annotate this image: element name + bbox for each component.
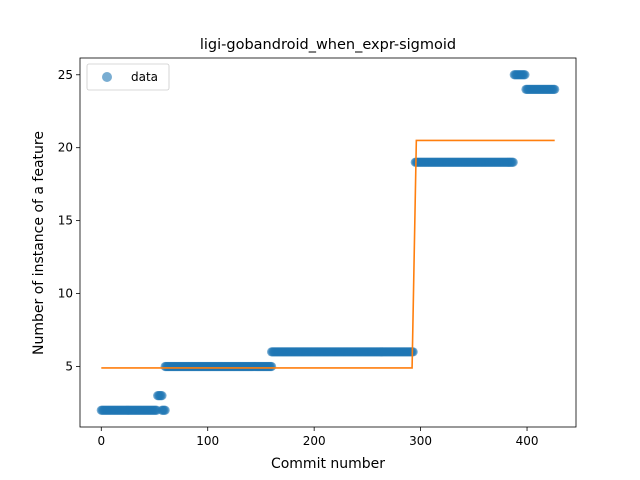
y-axis-ticks: 5 10 15 20 25 xyxy=(58,68,80,373)
x-axis-ticks: 0 100 200 300 400 xyxy=(97,427,538,448)
plot-area xyxy=(96,70,560,415)
fit-layer xyxy=(101,139,555,369)
x-tick-label: 200 xyxy=(303,434,326,448)
axes-frame xyxy=(79,57,577,428)
data-point xyxy=(266,361,277,372)
x-axis-label: Commit number xyxy=(271,456,385,472)
data-point xyxy=(520,70,530,80)
legend-label-data: data xyxy=(131,70,158,84)
data-point xyxy=(157,391,167,401)
legend: data xyxy=(86,63,170,91)
sigmoid-fit-line xyxy=(101,139,555,369)
y-tick-label: 5 xyxy=(65,359,73,373)
x-tick-label: 100 xyxy=(196,434,219,448)
legend-marker-data xyxy=(102,72,112,82)
y-tick-label: 10 xyxy=(58,287,73,301)
y-tick-label: 25 xyxy=(58,68,73,82)
x-tick-label: 0 xyxy=(97,434,105,448)
data-point xyxy=(550,84,560,94)
legend-box xyxy=(86,63,170,91)
y-axis-label: Number of instance of a feature xyxy=(31,131,47,355)
data-point xyxy=(508,157,518,167)
y-tick-label: 15 xyxy=(58,214,73,228)
y-tick-label: 20 xyxy=(58,141,73,155)
chart-title: ligi-gobandroid_when_expr-sigmoid xyxy=(200,37,456,53)
x-tick-label: 300 xyxy=(409,434,432,448)
x-tick-label: 400 xyxy=(516,434,539,448)
data-point xyxy=(160,405,170,415)
points-layer xyxy=(96,70,560,415)
